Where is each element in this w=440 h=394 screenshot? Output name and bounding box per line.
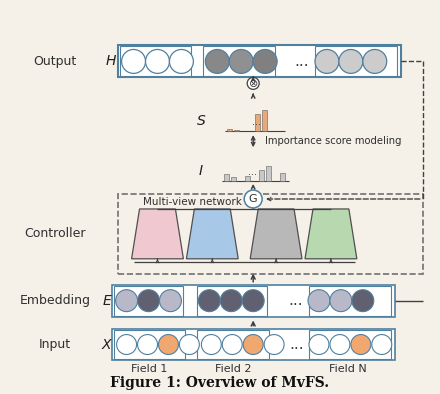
Text: Output: Output xyxy=(33,55,77,68)
Circle shape xyxy=(244,190,262,208)
Circle shape xyxy=(243,335,263,355)
Polygon shape xyxy=(250,209,302,259)
Text: Field 1: Field 1 xyxy=(131,364,168,374)
FancyBboxPatch shape xyxy=(198,286,267,316)
Text: $\mathbf{\mathit{H}}$: $\mathbf{\mathit{H}}$ xyxy=(105,54,117,69)
Text: $\mathbf{\mathit{I}}$: $\mathbf{\mathit{I}}$ xyxy=(198,164,204,178)
Text: G: G xyxy=(249,194,257,204)
Text: ...: ... xyxy=(248,167,257,177)
FancyBboxPatch shape xyxy=(114,329,185,359)
Circle shape xyxy=(363,50,387,73)
Text: Field 2: Field 2 xyxy=(215,364,252,374)
Bar xyxy=(234,130,239,131)
Bar xyxy=(245,177,249,181)
Circle shape xyxy=(158,335,179,355)
Polygon shape xyxy=(187,209,238,259)
Circle shape xyxy=(169,50,193,73)
Text: $\otimes$: $\otimes$ xyxy=(248,78,258,89)
Polygon shape xyxy=(132,209,183,259)
FancyBboxPatch shape xyxy=(117,45,401,77)
Text: Controller: Controller xyxy=(24,227,85,240)
Polygon shape xyxy=(305,209,357,259)
Circle shape xyxy=(309,335,329,355)
Text: ...: ... xyxy=(290,337,304,352)
Circle shape xyxy=(220,290,242,312)
Circle shape xyxy=(222,335,242,355)
Circle shape xyxy=(352,290,374,312)
Circle shape xyxy=(146,50,169,73)
FancyBboxPatch shape xyxy=(114,286,183,316)
Bar xyxy=(231,177,236,181)
Circle shape xyxy=(116,290,138,312)
FancyBboxPatch shape xyxy=(198,329,269,359)
Text: Figure 1: Overview of MvFS.: Figure 1: Overview of MvFS. xyxy=(110,376,329,390)
Circle shape xyxy=(180,335,199,355)
Circle shape xyxy=(138,290,159,312)
Bar xyxy=(259,170,264,181)
Circle shape xyxy=(138,335,158,355)
Bar xyxy=(227,128,232,131)
FancyBboxPatch shape xyxy=(120,46,191,76)
Circle shape xyxy=(198,290,220,312)
Bar xyxy=(279,173,285,181)
Circle shape xyxy=(121,50,146,73)
Circle shape xyxy=(229,50,253,73)
FancyBboxPatch shape xyxy=(112,329,395,361)
FancyBboxPatch shape xyxy=(309,286,391,316)
Text: ...: ... xyxy=(295,54,309,69)
FancyBboxPatch shape xyxy=(112,285,395,317)
Circle shape xyxy=(242,290,264,312)
Text: $\mathbf{\mathit{X}}$: $\mathbf{\mathit{X}}$ xyxy=(102,338,114,351)
Circle shape xyxy=(351,335,371,355)
FancyBboxPatch shape xyxy=(315,46,397,76)
Text: $\mathbf{\mathit{E}}$: $\mathbf{\mathit{E}}$ xyxy=(102,294,113,308)
Text: Importance score modeling: Importance score modeling xyxy=(265,136,402,146)
Text: Field N: Field N xyxy=(329,364,367,374)
Text: ...: ... xyxy=(252,117,260,127)
Text: Input: Input xyxy=(39,338,71,351)
Circle shape xyxy=(372,335,392,355)
Circle shape xyxy=(339,50,363,73)
Circle shape xyxy=(264,335,284,355)
Bar xyxy=(262,110,267,131)
Circle shape xyxy=(205,50,229,73)
Circle shape xyxy=(330,290,352,312)
Text: Embedding: Embedding xyxy=(19,294,90,307)
Bar xyxy=(224,174,229,181)
Circle shape xyxy=(330,335,350,355)
Circle shape xyxy=(159,290,181,312)
Circle shape xyxy=(308,290,330,312)
Circle shape xyxy=(315,50,339,73)
Bar xyxy=(255,114,260,131)
Circle shape xyxy=(253,50,277,73)
FancyBboxPatch shape xyxy=(309,329,391,359)
Text: $\mathbf{\mathit{S}}$: $\mathbf{\mathit{S}}$ xyxy=(196,114,206,128)
Text: Multi-view network: Multi-view network xyxy=(143,197,242,207)
Circle shape xyxy=(202,335,221,355)
Bar xyxy=(266,166,271,181)
Circle shape xyxy=(117,335,136,355)
Circle shape xyxy=(247,77,259,89)
Text: ...: ... xyxy=(289,293,303,308)
FancyBboxPatch shape xyxy=(203,46,275,76)
